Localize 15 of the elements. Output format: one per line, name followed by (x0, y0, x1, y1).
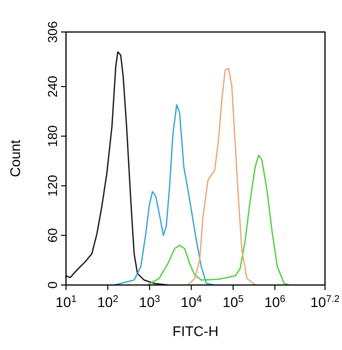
x-axis-title: FITC-H (172, 323, 218, 339)
y-tick-label: 120 (45, 174, 60, 197)
x-tick-label: 10$^{2}$ (97, 294, 118, 310)
y-tick-label: 0 (45, 281, 60, 289)
y-tick-label: 60 (45, 228, 60, 243)
x-tick-label: 10$^{7.2}$ (310, 294, 340, 310)
x-tick-label: 10$^{5}$ (222, 294, 244, 310)
y-tick-label: 180 (45, 125, 60, 148)
x-tick-label: 10$^{4}$ (180, 294, 202, 310)
y-axis-title: Count (7, 140, 23, 178)
y-tick-label: 240 (45, 76, 60, 98)
x-tick-label: 10$^{1}$ (55, 294, 77, 310)
x-tick-label: 10$^{3}$ (139, 294, 161, 310)
x-tick-label: 10$^{6}$ (264, 294, 286, 310)
y-tick-label: 306 (45, 21, 60, 43)
